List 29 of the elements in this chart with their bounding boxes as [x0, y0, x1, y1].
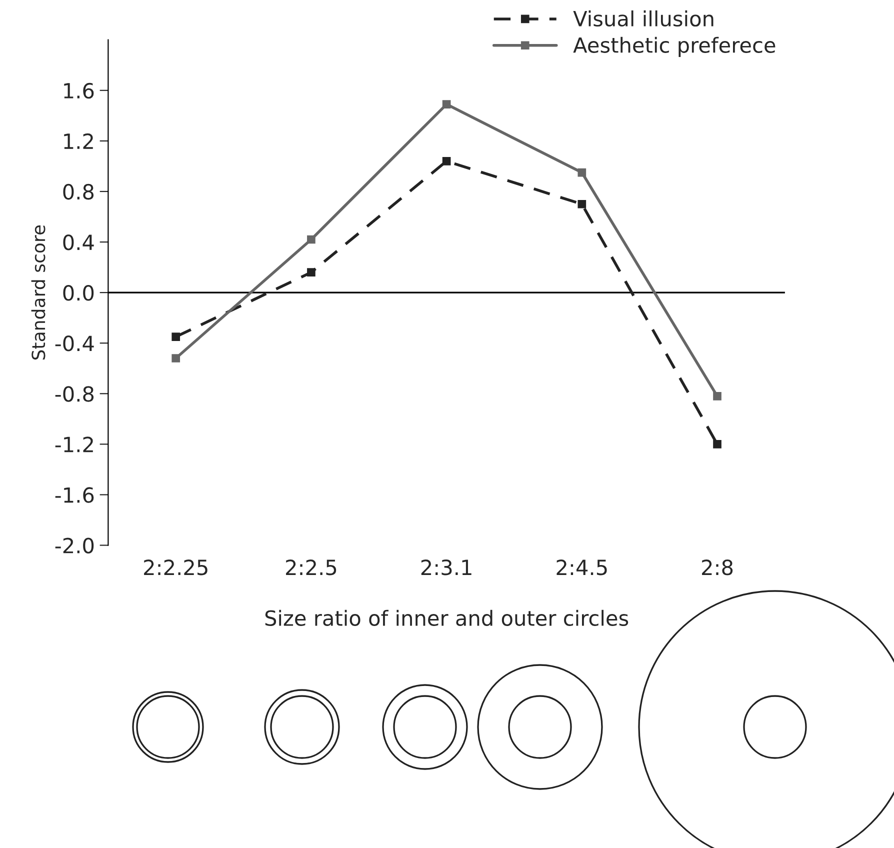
- x-tick-label: 2:8: [702, 560, 733, 576]
- x-tick-label: 2:2.5: [286, 560, 336, 576]
- x-tick-label: 2:2.25: [144, 560, 208, 576]
- point: [713, 440, 722, 448]
- point: [442, 156, 451, 166]
- legend-label: Aesthetic preferece: [573, 36, 776, 57]
- y-axis-title: Standard score: [31, 225, 46, 360]
- x-tick-label: 2:4.5: [556, 560, 607, 576]
- point: [307, 268, 316, 277]
- y-tick-label: -0.8: [55, 386, 94, 402]
- y-tick-label: 0.0: [63, 285, 94, 301]
- y-tick-label: 0.8: [63, 184, 94, 200]
- y-tick-label: 1.2: [64, 133, 93, 149]
- x-axis-title: Size ratio of inner and outer circles: [265, 610, 628, 626]
- y-tick-label: -1.6: [55, 487, 94, 503]
- y-tick-label: 1.6: [64, 82, 94, 99]
- legend-label: Visual illusion: [573, 10, 714, 27]
- y-tick-label: -1.2: [55, 436, 93, 452]
- point: [578, 200, 586, 208]
- y-tick-label: -0.4: [55, 336, 94, 352]
- point: [713, 392, 722, 400]
- point: [172, 332, 180, 341]
- point: [172, 354, 180, 362]
- point: [578, 168, 586, 177]
- y-tick-label: -2.0: [55, 538, 94, 554]
- point: [442, 100, 451, 108]
- x-tick-label: 2:3.1: [421, 560, 472, 576]
- y-tick-label: 0.4: [63, 234, 94, 250]
- point: [307, 235, 316, 244]
